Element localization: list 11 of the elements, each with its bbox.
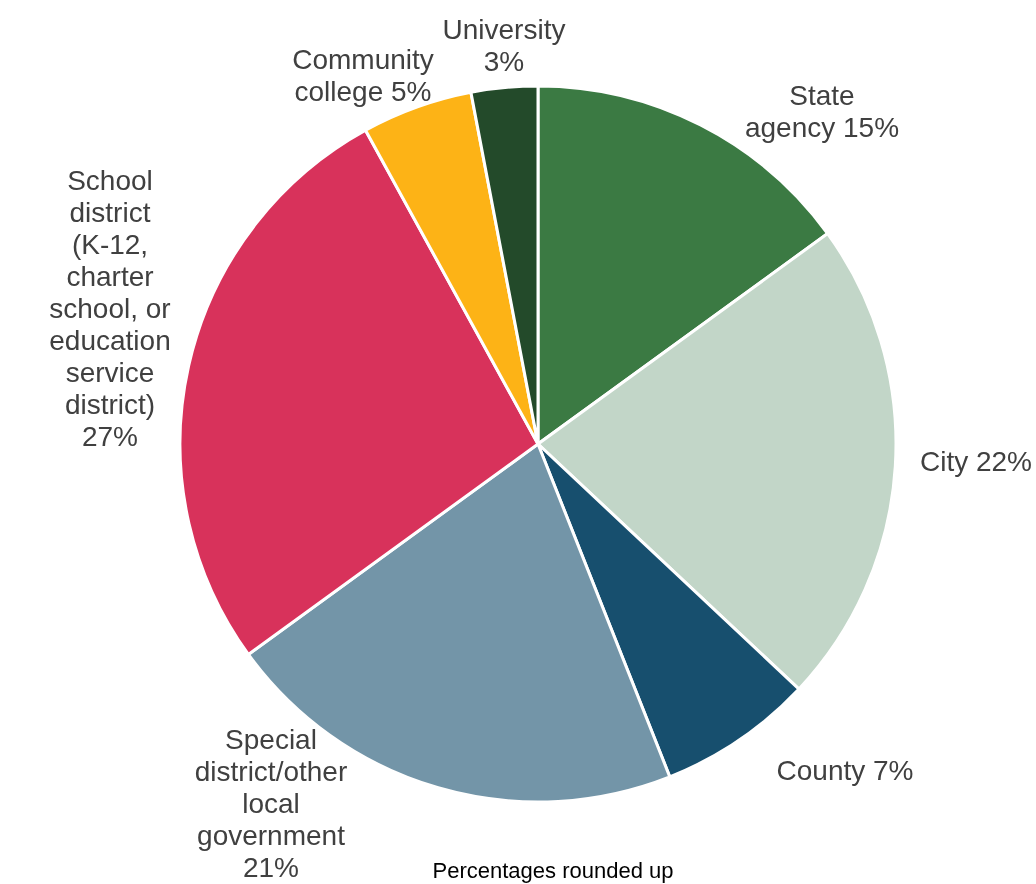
- text: Percentages rounded up: [432, 858, 674, 883]
- data-label: 27%: [81, 420, 139, 452]
- data-label: 21%: [242, 851, 300, 883]
- slice-label: State agency 15%: [744, 79, 900, 143]
- slice-label: Special district/other local government: [194, 723, 348, 851]
- slice-label: City 22%: [919, 445, 1033, 477]
- slice-label: Community college 5%: [292, 43, 434, 107]
- slice-label: School district (K-12, charter school, or education service district): [49, 164, 171, 420]
- data-label: 3%: [483, 45, 525, 77]
- slice-label: University: [442, 13, 566, 45]
- slice-label: County 7%: [776, 754, 914, 786]
